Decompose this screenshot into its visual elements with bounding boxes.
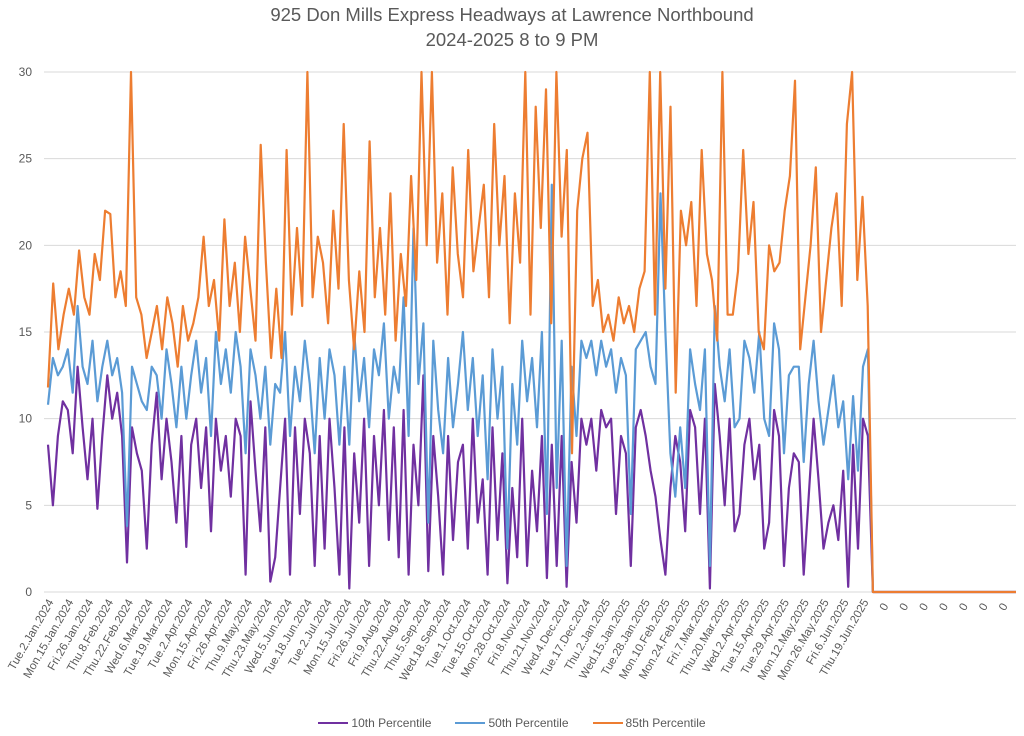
y-tick-label: 15 xyxy=(19,325,33,339)
legend-label-50th: 50th Percentile xyxy=(488,716,569,730)
legend-swatch-85th xyxy=(592,721,623,725)
legend-item-50th[interactable]: 50th Percentile xyxy=(455,716,569,730)
legend-swatch-10th xyxy=(318,721,349,725)
legend-item-10th[interactable]: 10th Percentile xyxy=(318,716,431,730)
y-tick-label: 5 xyxy=(25,498,32,512)
x-axis-ticks: Tue.2.Jan.2024Mon.15.Jan.2024Fri.26.Jan.… xyxy=(6,597,1010,683)
series-lines xyxy=(46,70,1016,594)
x-tick-label: 0 xyxy=(937,602,951,614)
y-tick-label: 20 xyxy=(19,238,33,252)
x-tick-label: 0 xyxy=(957,602,971,614)
legend: 10th Percentile 50th Percentile 85th Per… xyxy=(0,716,1024,730)
chart-subtitle: 2024-2025 8 to 9 PM xyxy=(425,29,599,50)
legend-item-85th[interactable]: 85th Percentile xyxy=(592,716,706,730)
y-tick-label: 25 xyxy=(19,152,33,166)
legend-label-10th: 10th Percentile xyxy=(351,716,432,730)
x-tick-label: 0 xyxy=(918,602,932,614)
x-tick-label: 0 xyxy=(878,602,892,614)
y-tick-label: 10 xyxy=(19,412,33,426)
series-line-50th-percentile xyxy=(46,183,1016,594)
series-line-85th-percentile xyxy=(46,70,1016,594)
y-axis-ticks: 0 5 10 15 20 25 30 xyxy=(19,65,33,599)
series-line-10th-percentile xyxy=(46,365,1016,594)
y-tick-label: 30 xyxy=(19,65,33,79)
chart-title: 925 Don Mills Express Headways at Lawren… xyxy=(270,4,754,25)
legend-label-85th: 85th Percentile xyxy=(625,716,706,730)
x-tick-label: 0 xyxy=(997,602,1011,614)
x-tick-label: 0 xyxy=(977,602,991,614)
y-tick-label: 0 xyxy=(25,585,32,599)
legend-swatch-50th xyxy=(455,721,486,725)
x-tick-label: 0 xyxy=(898,602,912,614)
